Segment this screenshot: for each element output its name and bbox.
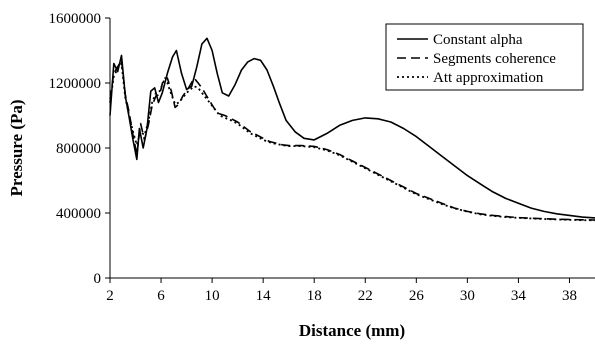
x-tick-label: 18 bbox=[307, 288, 322, 304]
x-tick-label: 22 bbox=[358, 288, 373, 304]
legend-label-constant-alpha: Constant alpha bbox=[433, 32, 523, 48]
plot-area bbox=[109, 37, 595, 222]
legend-box bbox=[385, 23, 584, 91]
x-tick-label: 30 bbox=[460, 288, 475, 304]
x-tick-label: 6 bbox=[157, 288, 165, 304]
x-tick-label: 14 bbox=[256, 288, 272, 304]
y-tick-label: 1200000 bbox=[49, 76, 102, 92]
y-tick-label: 1600000 bbox=[49, 11, 102, 27]
y-axis-title: Pressure (Pa) bbox=[7, 99, 26, 196]
x-axis-title: Distance (mm) bbox=[299, 321, 405, 340]
y-tick-label: 400000 bbox=[56, 206, 101, 222]
x-tick-label: 38 bbox=[562, 288, 577, 304]
y-tick-label: 800000 bbox=[56, 141, 101, 157]
legend-label-att-approximation: Att approximation bbox=[433, 70, 544, 86]
x-tick-label: 26 bbox=[409, 288, 425, 304]
x-tick-label: 2 bbox=[106, 288, 114, 304]
y-tick-label: 0 bbox=[94, 271, 102, 287]
legend: Constant alpha Segments coherence Att ap… bbox=[385, 23, 584, 91]
legend-label-segments-coherence: Segments coherence bbox=[433, 51, 556, 67]
series-line-att-approximation bbox=[109, 62, 595, 222]
x-tick-label: 10 bbox=[205, 288, 220, 304]
x-tick-label: 34 bbox=[511, 288, 527, 304]
